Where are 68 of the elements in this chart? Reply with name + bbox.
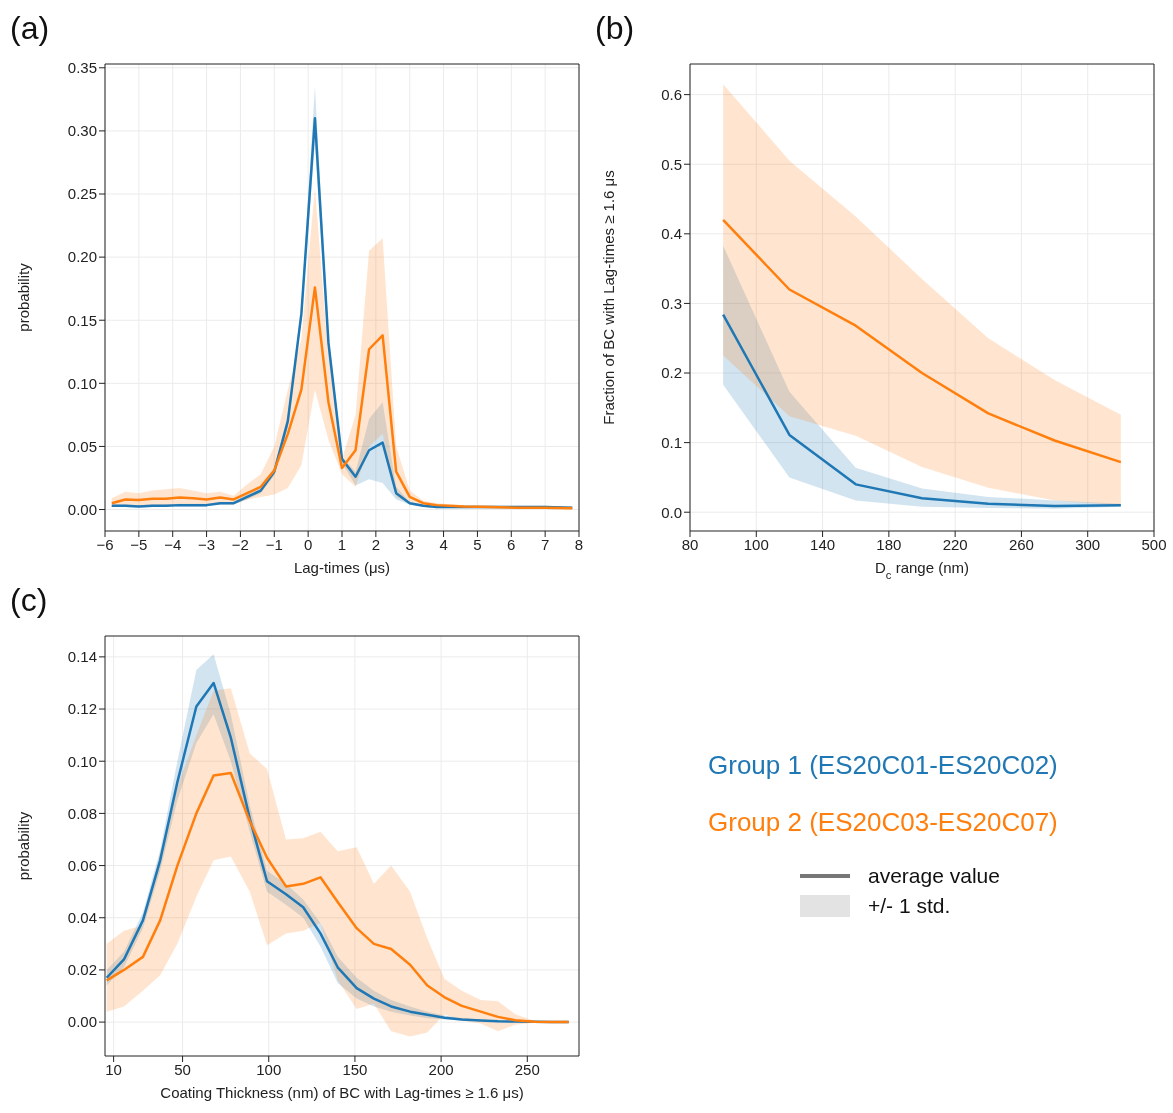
x-tick-label: 200 [428, 1060, 454, 1078]
text: +/- 1 std. [868, 894, 951, 918]
x-tick-label: 150 [342, 1060, 368, 1078]
x-axis-title: D$_{c}$ range (nm) [875, 559, 969, 581]
text: 220 [942, 535, 968, 553]
y-tick-label: 0.12 [67, 700, 97, 718]
y-tick-label: 0.3 [661, 294, 682, 312]
x-tick-label: 10 [105, 1060, 122, 1078]
y-axis-title: probability [14, 262, 32, 332]
x-tick-label: 3 [405, 535, 414, 553]
y-tick-label: 0.15 [67, 311, 97, 329]
y-tick-label: 0.0 [661, 503, 682, 521]
y-tick-label: 0.04 [67, 909, 97, 927]
x-tick-label: −1 [265, 535, 283, 553]
x-axis-title: Coating Thickness (nm) of BC with Lag-times ≥ 1.6 μs) [160, 1084, 524, 1101]
x-tick-label: 6 [507, 535, 516, 553]
y-tick-label: 0.06 [67, 856, 97, 874]
x-tick-label: 5 [473, 535, 482, 553]
x-tick-label: 4 [439, 535, 448, 553]
y-tick-label: 0.2 [661, 364, 682, 382]
y-tick-label: 0.30 [67, 122, 97, 140]
x-tick-label: −4 [164, 535, 182, 553]
line-series [721, 218, 1123, 464]
y-tick-label: 0.25 [67, 185, 97, 203]
y-axis-title: Fraction of BC with Lag-times ≥ 1.6 μs [599, 170, 617, 425]
text: 140 [810, 535, 836, 553]
y-tick-label: 0.02 [67, 961, 97, 979]
line-series [105, 771, 570, 1024]
x-tick-label: 100 [256, 1060, 282, 1078]
y-tick-label: 0.14 [67, 648, 97, 666]
y-tick-label: 0.10 [67, 752, 97, 770]
line-series [721, 313, 1123, 508]
text: 260 [1008, 535, 1034, 553]
y-tick-label: 0.05 [67, 437, 97, 455]
x-tick-label: 2 [371, 535, 381, 553]
y-tick-label: 0.1 [661, 433, 682, 451]
text: 500 [1141, 535, 1167, 553]
text: 180 [876, 535, 902, 553]
x-tick-label: −5 [130, 535, 148, 553]
x-tick-label: 1 [337, 535, 347, 553]
x-tick-label: 250 [514, 1060, 540, 1078]
y-tick-label: 0.6 [661, 85, 682, 103]
line-series [110, 286, 574, 510]
y-tick-label: 0.10 [67, 374, 97, 392]
chart-title: (b) [595, 10, 635, 47]
x-tick-label: 8 [574, 535, 584, 553]
text: Group 2 (ES20C03-ES20C07) [708, 807, 1058, 838]
y-tick-label: 0.20 [67, 248, 97, 266]
chart-title: (a) [10, 10, 50, 47]
y-tick-label: 0.00 [67, 1013, 97, 1031]
x-tick-label: 0 [303, 535, 313, 553]
text: 80 [681, 535, 699, 553]
text: Group 1 (ES20C01-ES20C02) [708, 750, 1058, 781]
x-tick-label: 7 [540, 535, 550, 553]
x-axis-title: Lag-times (μs) [293, 559, 391, 576]
chart-title: (c) [10, 582, 48, 619]
y-tick-label: 0.4 [661, 225, 682, 243]
text: 300 [1075, 535, 1101, 553]
y-tick-label: 0.08 [67, 804, 97, 822]
text: average value [868, 864, 1000, 888]
x-tick-label: 50 [174, 1060, 191, 1078]
y-axis-title: probability [14, 811, 32, 881]
x-tick-label: −3 [198, 535, 216, 553]
x-tick-label: −6 [96, 535, 114, 553]
y-tick-label: 0.5 [661, 155, 682, 173]
y-tick-label: 0.00 [67, 500, 97, 518]
x-tick-label: −2 [231, 535, 249, 553]
y-tick-label: 0.35 [67, 59, 97, 77]
